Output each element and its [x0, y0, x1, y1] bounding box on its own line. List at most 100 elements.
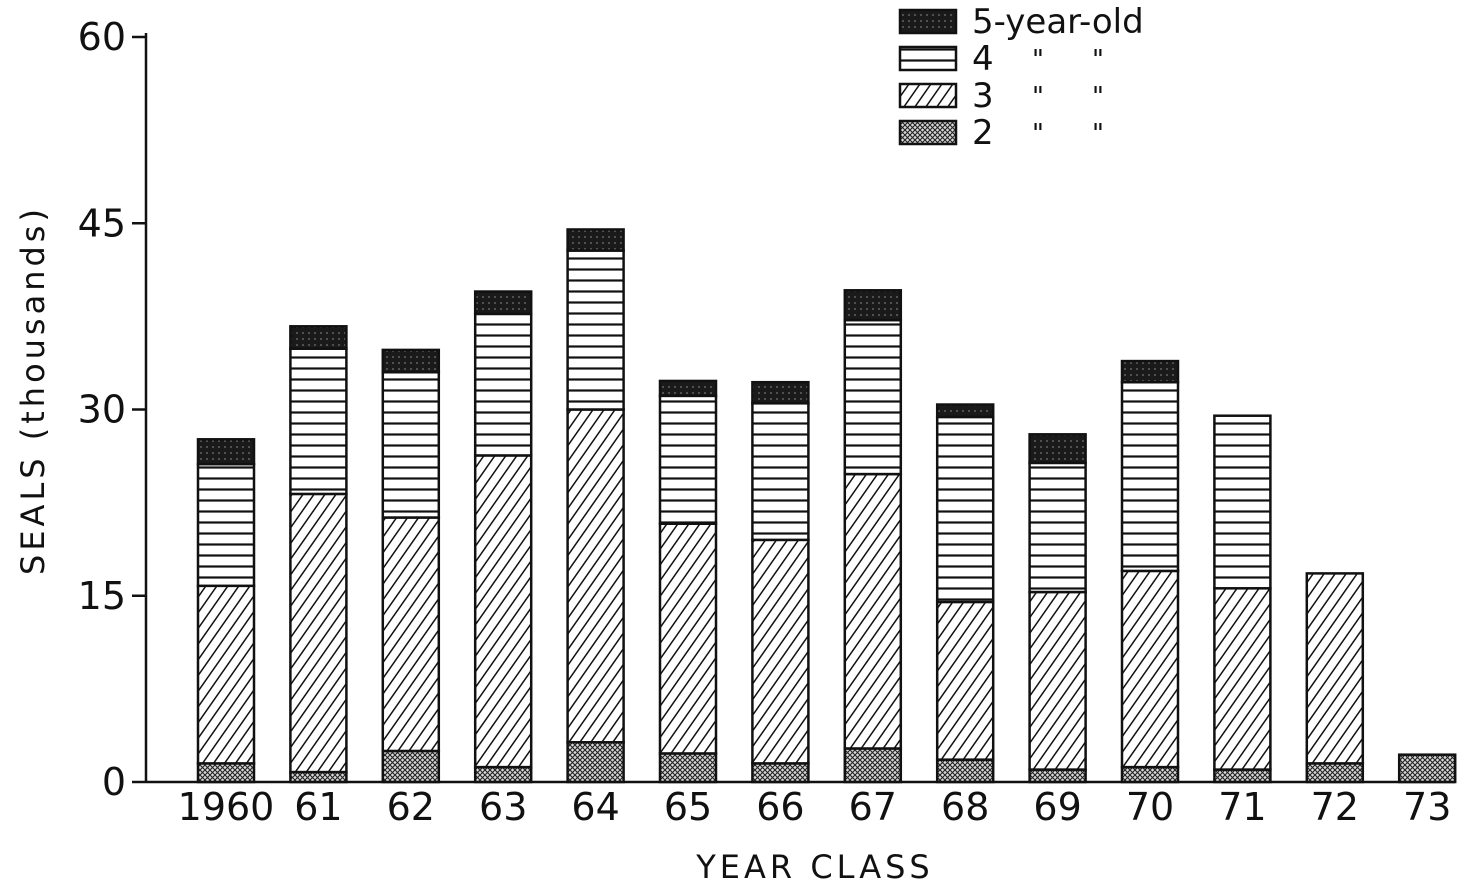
legend-item: 4 " " — [898, 39, 1104, 79]
bar-segment-age-3 — [381, 516, 441, 753]
bar-segment-age-2 — [196, 762, 256, 784]
y-tick-label: 60 — [78, 15, 126, 59]
legend-item: 2 " " — [898, 113, 1104, 153]
bar-segment-age-5-year-old — [658, 379, 718, 398]
x-tick-label: 68 — [941, 785, 989, 829]
bar-segment-age-4 — [843, 318, 903, 476]
legend-ditto-mark: " — [1032, 82, 1044, 112]
bar-segment-age-4 — [751, 402, 810, 542]
legend-item: 5-year-old — [898, 2, 1144, 42]
bar-segment-age-2 — [381, 749, 441, 784]
legend-label: 2 — [972, 113, 994, 153]
legend-swatch — [898, 82, 958, 109]
bar-segment-age-5-year-old — [1028, 433, 1087, 465]
x-tick-label: 65 — [664, 785, 712, 829]
bar-segment-age-3 — [1120, 569, 1180, 769]
bar-segment-age-4 — [658, 394, 718, 525]
bar-segment-age-2 — [473, 765, 533, 784]
bar-segment-age-2 — [1028, 768, 1087, 784]
bar-stack-65 — [658, 379, 718, 784]
bar-segment-age-3 — [935, 600, 995, 761]
bar-stack-61 — [289, 325, 348, 784]
bar-segment-age-4 — [473, 312, 533, 457]
bar-segment-age-4 — [566, 249, 625, 411]
legend-ditto-mark: " — [1032, 45, 1044, 75]
bar-stack-63 — [473, 290, 533, 784]
bar-stack-64 — [566, 228, 625, 784]
bar-stack-72 — [1305, 572, 1365, 784]
bar-segment-age-5-year-old — [843, 289, 903, 322]
x-tick-label: 66 — [756, 785, 804, 829]
bar-stack-1960 — [196, 438, 256, 784]
legend-label: 4 — [972, 39, 994, 79]
x-tick-label: 1960 — [178, 785, 275, 829]
y-tick-label: 15 — [78, 574, 126, 618]
bar-stack-70 — [1120, 359, 1180, 784]
bar-segment-age-2 — [1397, 753, 1457, 784]
bar-segment-age-2 — [1305, 762, 1365, 784]
bar-stack-66 — [751, 380, 810, 784]
bar-stack-71 — [1213, 414, 1272, 784]
legend-swatch — [898, 45, 958, 72]
bar-segment-age-4 — [381, 371, 441, 519]
bar-segment-age-4 — [1213, 414, 1272, 590]
y-axis-title: SEALS (thousands) — [14, 205, 52, 575]
x-tick-label: 73 — [1403, 785, 1451, 829]
bar-segment-age-3 — [289, 492, 348, 774]
x-tick-label: 64 — [571, 785, 619, 829]
bar-segment-age-4 — [935, 415, 995, 604]
bar-stack-73 — [1397, 753, 1457, 784]
bar-segment-age-2 — [751, 762, 810, 784]
bar-segment-age-2 — [289, 770, 348, 784]
x-tick-label: 72 — [1311, 785, 1359, 829]
bar-segment-age-3 — [473, 454, 533, 769]
bar-stack-69 — [1028, 433, 1087, 784]
bar-segment-age-3 — [196, 584, 256, 765]
bar-segment-age-3 — [566, 408, 625, 744]
bar-segment-age-2 — [843, 747, 903, 784]
bar-segment-age-2 — [566, 741, 625, 784]
bar-segment-age-2 — [1120, 765, 1180, 784]
y-tick-label: 0 — [102, 760, 126, 804]
legend-swatch — [898, 119, 958, 146]
bar-segment-age-4 — [289, 347, 348, 496]
bar-segment-age-5-year-old — [289, 325, 348, 350]
bar-segment-age-5-year-old — [196, 438, 256, 466]
legend-label: 3 — [972, 76, 994, 116]
x-tick-label: 70 — [1126, 785, 1174, 829]
bar-segment-age-3 — [1305, 572, 1365, 765]
bar-segment-age-2 — [1213, 768, 1272, 784]
bar-segment-age-3 — [1028, 590, 1087, 771]
bar-segment-age-4 — [1120, 380, 1180, 573]
x-tick-label: 69 — [1033, 785, 1081, 829]
bar-stack-67 — [843, 289, 903, 784]
bar-segment-age-5-year-old — [751, 380, 810, 405]
x-tick-label: 62 — [387, 785, 435, 829]
x-axis-title: YEAR CLASS — [695, 848, 933, 886]
bar-segment-age-5-year-old — [473, 290, 533, 316]
bars — [196, 228, 1457, 784]
bar-segment-age-3 — [658, 522, 718, 755]
x-tick-label: 71 — [1218, 785, 1266, 829]
legend-ditto-mark: " — [1032, 119, 1044, 149]
bar-segment-age-5-year-old — [381, 348, 441, 374]
x-tick-label: 67 — [849, 785, 897, 829]
y-axis: 0 15 30 45 60 — [78, 15, 148, 804]
bar-segment-age-4 — [196, 462, 256, 588]
bar-segment-age-2 — [658, 752, 718, 784]
legend-label: 5-year-old — [972, 2, 1144, 42]
legend-ditto-mark: " — [1092, 82, 1104, 112]
bar-segment-age-5-year-old — [935, 403, 995, 419]
x-tick-label: 63 — [479, 785, 527, 829]
bar-segment-age-5-year-old — [566, 228, 625, 252]
bar-stack-62 — [381, 348, 441, 784]
bar-segment-age-3 — [843, 472, 903, 750]
x-axis: 1960 61 62 63 64 65 66 67 68 69 70 71 72 73 — [146, 780, 1455, 829]
bar-segment-age-4 — [1028, 461, 1087, 594]
legend-swatch — [898, 8, 958, 35]
y-tick-label: 45 — [78, 201, 126, 245]
legend-ditto-mark: " — [1092, 45, 1104, 75]
legend-ditto-mark: " — [1092, 119, 1104, 149]
bar-segment-age-3 — [1213, 587, 1272, 771]
